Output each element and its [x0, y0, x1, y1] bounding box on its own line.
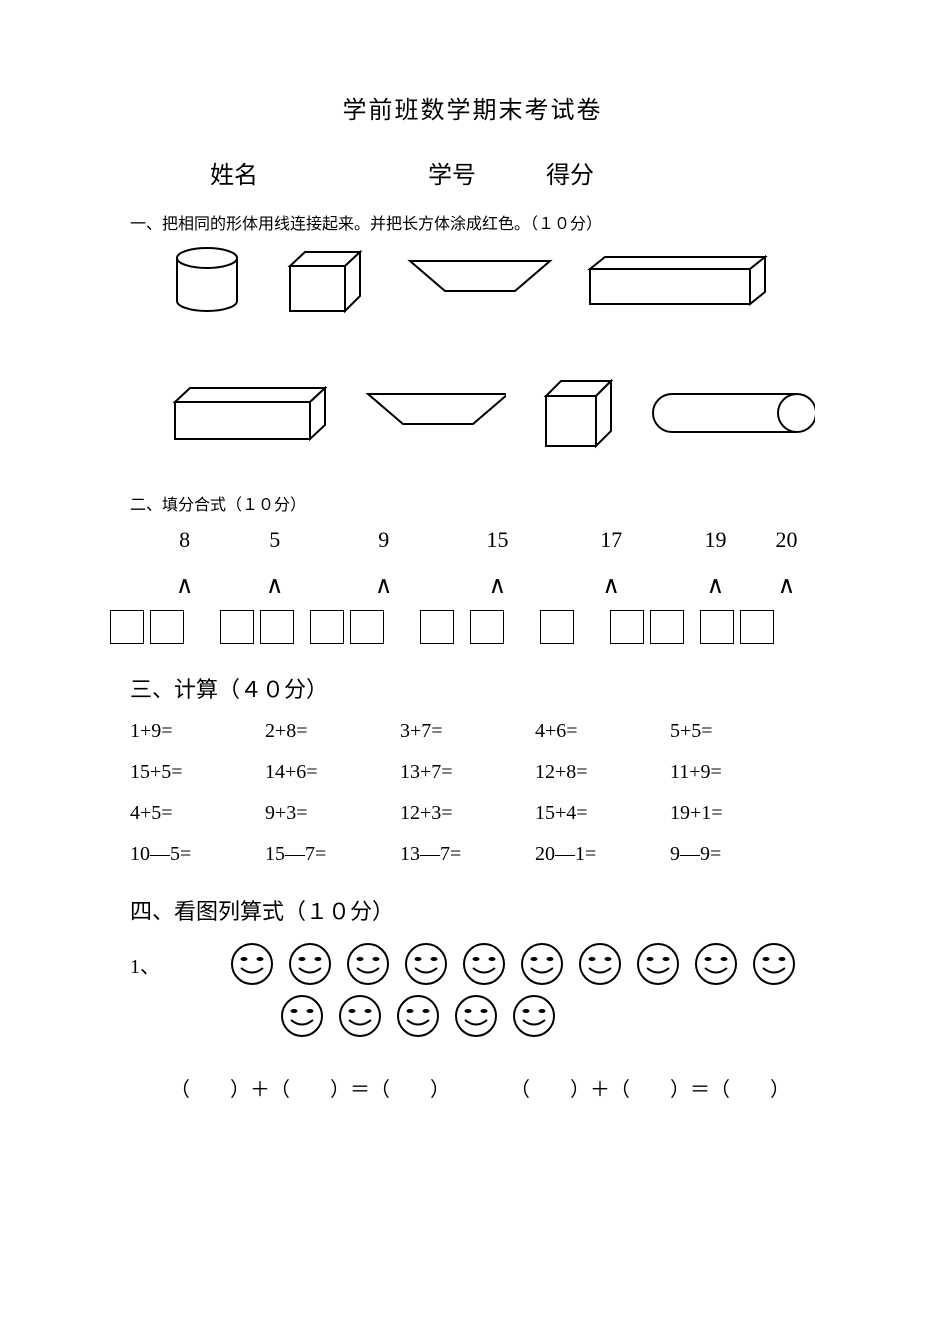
calc-row: 4+5= 9+3= 12+3= 15+4= 19+1=: [130, 802, 815, 825]
smiley-icon: [752, 942, 796, 986]
calc-cell: 14+6=: [265, 761, 400, 784]
answer-box[interactable]: [650, 610, 684, 644]
answer-box[interactable]: [610, 610, 644, 644]
calc-cell: 5+5=: [670, 720, 805, 743]
q2-num: 15: [445, 527, 549, 553]
capsule-icon: [652, 386, 815, 441]
q1-label: 一、把相同的形体用线连接起来。并把长方体涂成红色。（１０分）: [130, 210, 815, 234]
smiley-icon: [694, 942, 738, 986]
calc-cell: 15+5=: [130, 761, 265, 784]
answer-box[interactable]: [700, 610, 734, 644]
calc-cell: 4+6=: [535, 720, 670, 743]
header-row: 姓名 学号 得分: [130, 155, 815, 190]
smiley-icon: [454, 994, 498, 1038]
calc-cell: 3+7=: [400, 720, 535, 743]
wedge-icon: ∧: [673, 571, 758, 600]
cube-icon-2: [536, 376, 622, 451]
q2-numbers: 8 5 9 15 17 19 20: [130, 527, 815, 553]
calc-cell: 15+4=: [535, 802, 670, 825]
q2-wedges: ∧ ∧ ∧ ∧ ∧ ∧ ∧: [130, 571, 815, 600]
answer-box[interactable]: [420, 610, 454, 644]
wedge-icon: ∧: [445, 571, 549, 600]
equation-blank[interactable]: （ ）＋（ ）＝（ ）: [170, 1073, 450, 1102]
calc-cell: 4+5=: [130, 802, 265, 825]
smiley-icon: [338, 994, 382, 1038]
smiley-icon: [578, 942, 622, 986]
label-name: 姓名: [210, 155, 258, 190]
q2-num: 9: [322, 527, 445, 553]
calc-cell: 13—7=: [400, 843, 535, 866]
answer-box[interactable]: [740, 610, 774, 644]
q3-label: 三、计算（４０分）: [130, 672, 815, 704]
shapes-row-2: [170, 376, 815, 451]
calc-cell: 11+9=: [670, 761, 805, 784]
calc-cell: 9—9=: [670, 843, 805, 866]
calc-cell: 12+3=: [400, 802, 535, 825]
calc-cell: 15—7=: [265, 843, 400, 866]
smiley-icon: [288, 942, 332, 986]
calc-cell: 10—5=: [130, 843, 265, 866]
calc-cell: 20—1=: [535, 843, 670, 866]
wedge-icon: ∧: [142, 571, 227, 600]
shapes-row-1: [170, 246, 815, 316]
trapezoid-icon: [405, 256, 555, 306]
calc-cell: 2+8=: [265, 720, 400, 743]
q2-num: 8: [142, 527, 227, 553]
wedge-icon: ∧: [550, 571, 673, 600]
calc-row: 15+5= 14+6= 13+7= 12+8= 11+9=: [130, 761, 815, 784]
label-score: 得分: [546, 155, 594, 190]
smiley-icon: [280, 994, 324, 1038]
cuboid-long-icon: [585, 254, 775, 309]
answer-box[interactable]: [260, 610, 294, 644]
q4-label: 四、看图列算式（１０分）: [130, 894, 815, 926]
label-id: 学号: [428, 155, 476, 190]
answer-box[interactable]: [470, 610, 504, 644]
calc-cell: 9+3=: [265, 802, 400, 825]
smiley-row: [280, 994, 556, 1038]
smiley-row: [230, 942, 796, 986]
q2-num: 17: [550, 527, 673, 553]
answer-box[interactable]: [540, 610, 574, 644]
answer-box[interactable]: [310, 610, 344, 644]
smiley-icon: [346, 942, 390, 986]
wedge-icon: ∧: [227, 571, 322, 600]
calc-row: 1+9= 2+8= 3+7= 4+6= 5+5=: [130, 720, 815, 743]
q4-row2: [280, 994, 815, 1038]
q2-label: 二、填分合式（１０分）: [130, 491, 815, 515]
smiley-icon: [520, 942, 564, 986]
smiley-icon: [396, 994, 440, 1038]
answer-box[interactable]: [220, 610, 254, 644]
calc-cell: 19+1=: [670, 802, 805, 825]
smiley-icon: [404, 942, 448, 986]
q2-num: 20: [758, 527, 815, 553]
q4-row1: 1、: [130, 942, 815, 986]
calc-cell: 13+7=: [400, 761, 535, 784]
equation-blank[interactable]: （ ）＋（ ）＝（ ）: [510, 1073, 790, 1102]
answer-box[interactable]: [350, 610, 384, 644]
answer-box[interactable]: [110, 610, 144, 644]
cuboid-long-icon-2: [170, 384, 333, 444]
calc-row: 10—5= 15—7= 13—7= 20—1= 9—9=: [130, 843, 815, 866]
answer-box[interactable]: [150, 610, 184, 644]
wedge-icon: ∧: [758, 571, 815, 600]
cylinder-icon: [170, 246, 245, 316]
q2-boxes: [110, 610, 815, 644]
smiley-icon: [230, 942, 274, 986]
page-title: 学前班数学期末考试卷: [130, 90, 815, 125]
calc-cell: 1+9=: [130, 720, 265, 743]
q4-equations: （ ）＋（ ）＝（ ） （ ）＋（ ）＝（ ）: [130, 1073, 815, 1102]
cube-icon: [275, 246, 375, 316]
q2-num: 19: [673, 527, 758, 553]
smiley-icon: [636, 942, 680, 986]
calc-grid: 1+9= 2+8= 3+7= 4+6= 5+5= 15+5= 14+6= 13+…: [130, 720, 815, 866]
q2-num: 5: [227, 527, 322, 553]
calc-cell: 12+8=: [535, 761, 670, 784]
trapezoid-icon-2: [363, 389, 507, 439]
smiley-icon: [512, 994, 556, 1038]
smiley-icon: [462, 942, 506, 986]
wedge-icon: ∧: [322, 571, 445, 600]
q4-item-num: 1、: [130, 950, 220, 979]
